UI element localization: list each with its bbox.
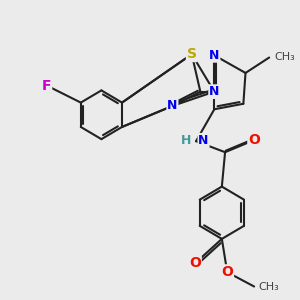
Text: H: H <box>181 134 192 147</box>
Text: S: S <box>187 47 197 61</box>
Text: O: O <box>248 133 260 147</box>
Text: N: N <box>167 100 178 112</box>
Text: N: N <box>198 134 209 147</box>
Text: F: F <box>42 79 51 93</box>
Text: O: O <box>221 265 233 279</box>
Text: CH₃: CH₃ <box>259 281 279 292</box>
Text: N: N <box>209 49 220 62</box>
Text: O: O <box>189 256 201 270</box>
Text: CH₃: CH₃ <box>274 52 295 61</box>
Text: N: N <box>209 85 220 98</box>
